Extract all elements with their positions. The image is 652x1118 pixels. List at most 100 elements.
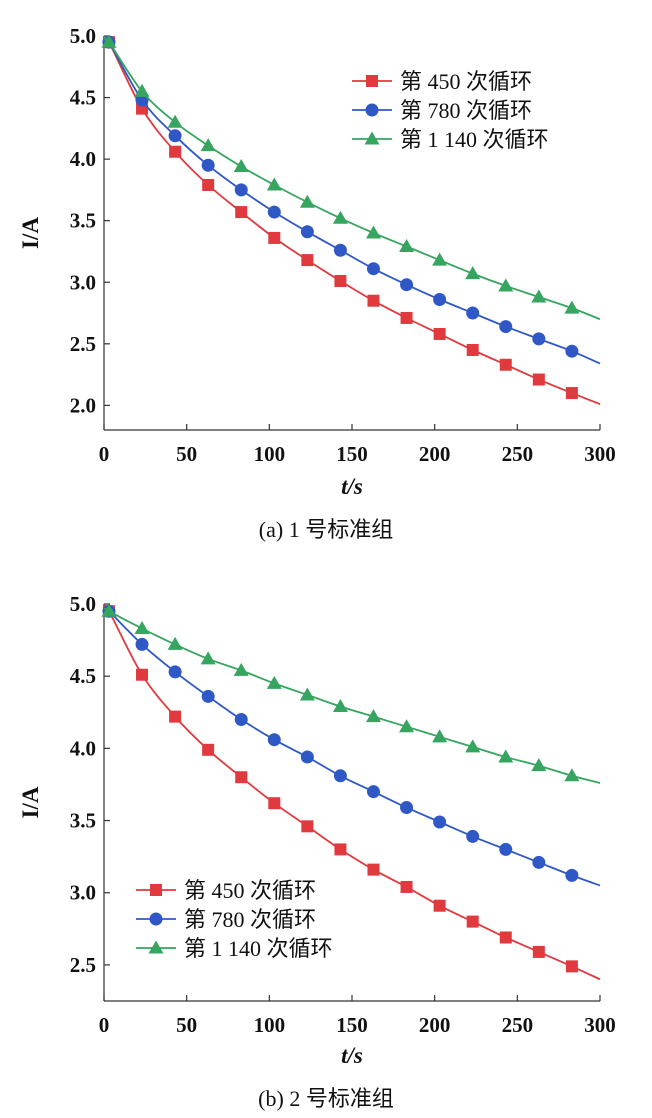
data-point xyxy=(167,114,183,128)
y-axis-label: I/A xyxy=(18,786,43,818)
data-point xyxy=(465,266,481,280)
y-tick-label: 3.0 xyxy=(70,881,96,905)
legend-label: 第 450 次循环 xyxy=(400,69,532,94)
data-point xyxy=(466,343,479,356)
data-point xyxy=(101,603,117,617)
data-point xyxy=(532,332,546,346)
data-point xyxy=(366,785,380,799)
legend-label: 第 450 次循环 xyxy=(184,878,316,903)
legend-label: 第 1 140 次循环 xyxy=(184,936,333,961)
data-point xyxy=(301,820,314,833)
x-tick-label: 50 xyxy=(176,1013,197,1037)
data-point xyxy=(200,138,216,152)
data-point xyxy=(498,749,514,763)
series-2 xyxy=(102,604,601,887)
data-point xyxy=(433,899,446,912)
data-point xyxy=(333,243,347,257)
data-point xyxy=(266,177,282,191)
series-2 xyxy=(102,35,601,365)
data-point xyxy=(334,843,347,856)
data-point xyxy=(532,373,545,386)
data-point xyxy=(564,768,580,782)
y-tick-label: 5.0 xyxy=(70,24,96,48)
data-point xyxy=(433,327,446,340)
data-point xyxy=(399,239,415,253)
data-point xyxy=(169,710,182,723)
data-point xyxy=(233,159,249,173)
legend-marker xyxy=(364,131,380,145)
data-point xyxy=(168,665,182,679)
legend-label: 第 780 次循环 xyxy=(400,98,532,123)
data-point xyxy=(201,689,215,703)
data-point xyxy=(101,34,117,48)
figure-caption: (b) 2 号标准组 xyxy=(258,1086,394,1111)
data-point xyxy=(267,733,281,747)
y-tick-label: 4.0 xyxy=(70,147,96,171)
legend-marker xyxy=(149,912,163,926)
y-tick-label: 5.0 xyxy=(70,592,96,616)
data-point xyxy=(565,868,579,882)
x-tick-label: 0 xyxy=(99,1013,110,1037)
chart-panel-b: 0 50 100 150 200 250 300 2.5 3.0 3.5 4.0 4.5 5.0 I/A t… xyxy=(18,592,616,1111)
data-point xyxy=(299,194,315,208)
data-point xyxy=(234,712,248,726)
data-point xyxy=(532,945,545,958)
x-axis-label: t/s xyxy=(341,1043,363,1068)
x-axis-label: t/s xyxy=(341,474,363,499)
x-tick-label: 150 xyxy=(336,442,368,466)
data-point xyxy=(300,750,314,764)
data-point xyxy=(201,158,215,172)
series-3 xyxy=(101,34,601,321)
data-point xyxy=(334,275,347,288)
data-point xyxy=(299,687,315,701)
data-point xyxy=(200,651,216,665)
y-tick-label: 3.5 xyxy=(70,809,96,833)
legend-label: 第 780 次循环 xyxy=(184,907,316,932)
data-point xyxy=(499,320,513,334)
y-tick-label: 2.5 xyxy=(70,953,96,977)
data-point xyxy=(136,668,149,681)
y-tick-label: 2.0 xyxy=(70,393,96,417)
data-point xyxy=(134,621,150,635)
data-point xyxy=(565,960,578,973)
y-axis-label: I/A xyxy=(18,217,43,249)
data-point xyxy=(466,306,480,320)
series-3 xyxy=(101,603,601,784)
data-point xyxy=(531,289,547,303)
data-point xyxy=(565,387,578,400)
x-tick-label: 100 xyxy=(254,442,286,466)
data-point xyxy=(433,292,447,306)
x-tick-label: 250 xyxy=(502,442,534,466)
data-point xyxy=(169,145,182,158)
data-point xyxy=(267,205,281,219)
data-point xyxy=(499,842,513,856)
series-line xyxy=(103,607,601,784)
data-point xyxy=(531,758,547,772)
legend-marker xyxy=(366,75,378,87)
data-point xyxy=(466,915,479,928)
x-tick-label: 100 xyxy=(254,1013,286,1037)
data-point xyxy=(168,129,182,143)
data-point xyxy=(234,183,248,197)
data-point xyxy=(399,719,415,733)
y-tick-label: 2.5 xyxy=(70,332,96,356)
x-tick-label: 50 xyxy=(176,442,197,466)
data-point xyxy=(268,231,281,244)
data-point xyxy=(366,262,380,276)
x-tick-label: 200 xyxy=(419,1013,451,1037)
data-point xyxy=(365,225,381,239)
data-point xyxy=(167,636,183,650)
x-tick-label: 300 xyxy=(584,442,616,466)
data-point xyxy=(400,278,414,292)
series-1 xyxy=(102,604,601,981)
data-point xyxy=(565,344,579,358)
data-point xyxy=(300,225,314,239)
data-point xyxy=(233,662,249,676)
data-point xyxy=(367,294,380,307)
data-point xyxy=(367,863,380,876)
data-point xyxy=(332,698,348,712)
y-tick-label: 4.0 xyxy=(70,736,96,760)
y-tick-label: 4.5 xyxy=(70,86,96,110)
